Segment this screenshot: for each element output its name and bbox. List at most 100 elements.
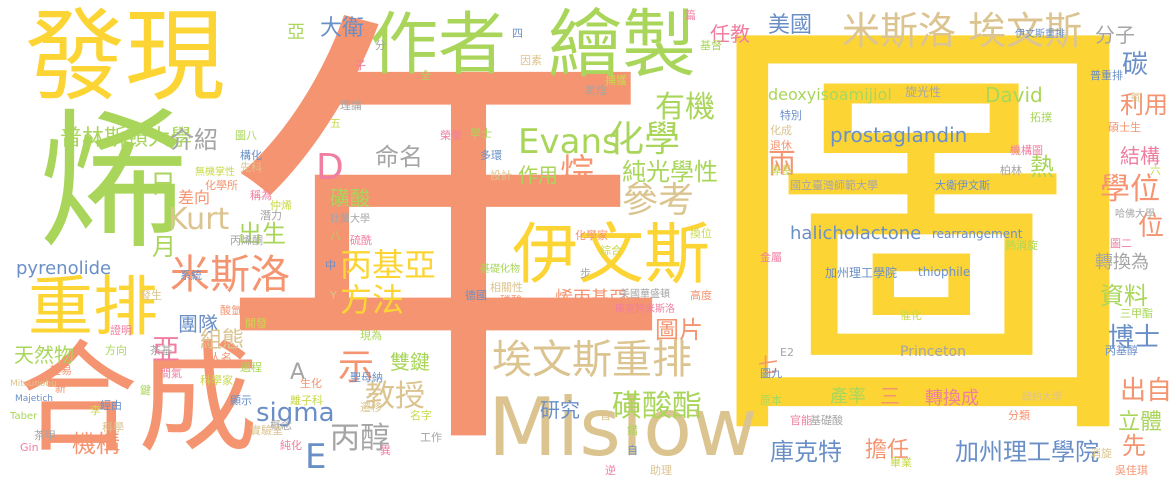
word-small: 圖九 [760,367,782,380]
word-small: 開發 [245,317,267,330]
word-zuo-zhe: 作者 [370,6,507,85]
word-small: 普重排 [1090,69,1123,82]
word-small: 基礎酸 [810,414,843,427]
word-pyrenolide: pyrenolide [16,258,112,279]
word-small: 氧陰 [585,84,607,97]
word-small: 吳佳琪 [1115,464,1148,477]
word-small: G [370,177,379,190]
word-A: A [290,360,306,385]
word-small: 金屬 [760,251,782,264]
word-small: 李 [90,404,101,417]
word-bing-ji-ya-fang-fa: 丙基亞 方法 [340,246,437,320]
word-small: 相關性 [490,281,523,294]
word-small: 系統 [180,269,202,282]
word-small: 概念 [270,419,292,432]
word-small: 四 [512,27,523,40]
word-ming-ming: 命名 [375,143,423,171]
word-small: 杜蘭大學 [330,214,370,225]
word-zi-liao: 資料 [1100,282,1148,310]
word-chong-pai: 重排 [28,270,159,345]
word-sigma: sigma [256,398,335,428]
word-small: 消旋 [1090,447,1112,460]
word-small: 茶甲 [34,429,56,442]
word-yue: 月 [152,233,176,261]
word-small: 換位 [690,227,712,240]
word-small: 氧 [1130,91,1141,104]
word-xuan-guang-xing: 旋光性 [905,85,942,99]
word-small: 庫克特米斯洛 [615,304,675,315]
word-small: 皆 [600,409,611,422]
word-small: 原本 [760,394,782,407]
word-small: 學士 [470,127,492,140]
word-small: 熱消旋 [1005,239,1038,252]
word-fen-zi: 分子 [1095,23,1135,47]
word-small: 方向 [105,344,127,357]
word-small: 逆 [605,464,616,477]
word-small: 人名 [210,351,232,364]
word-fa-xian: 發現 [25,0,225,115]
word-small: 步 [580,267,591,280]
word-small: 過程 [240,361,262,374]
word-zhuan-huan-wei: 轉換為 [1095,252,1149,273]
word-small: 基礎化物 [480,264,520,275]
word-jie-shao: 介紹 [170,126,218,154]
word-D: D [316,147,344,188]
word-small: 顯示 [230,394,252,407]
word-huang-suan: 磺酸 [330,186,370,210]
word-small: Gin [20,441,39,454]
word-ren-jiao: 任教 [710,22,750,46]
word-small: 仲烯 [270,199,292,212]
word-cha-xiang: 差向 [178,188,211,207]
word-hua-xue: 化學 [608,119,681,160]
word-tu-pian: 圖片 [655,316,703,344]
word-small: 三甲酯 [1120,307,1153,320]
word-small: 生化 [300,377,322,390]
word-shuang-jian: 雙鍵 [390,350,430,374]
word-small: 新 [55,382,66,395]
word-rearrangement: rearrangement [932,227,1023,241]
word-zu-tai: 組態 [200,328,245,353]
word-guo-li: 國立臺灣師範大學 [790,179,878,192]
word-dan-ren: 擔任 [865,438,910,463]
word-hui-zhi: 繪製 [548,2,696,88]
word-zuo-yong: 作用 [518,163,558,187]
word-small: 綜合 [600,244,622,257]
word-small: 助理 [650,464,672,477]
word-small: 名字 [410,409,432,422]
word-small: 分類 [1008,409,1030,422]
word-san: 三 [880,384,900,408]
word-huang-suan-zhi: 磺酸酯 [612,389,702,424]
word-small: 官能 [790,414,812,427]
word-small: 圖八 [235,129,257,142]
word-small: 八 [330,229,341,242]
word-wei: 位 [1138,212,1165,242]
word-jiao-shou: 教授 [365,379,425,414]
word-liang: 兩 [768,147,797,180]
word-small: 無機掌性 [195,167,235,178]
word-small: 化學所 [205,179,238,192]
word-small: 離子科 [290,394,323,407]
word-small: Taber [10,411,38,422]
word-chu-sheng: 出生 [238,220,286,248]
word-jia-zhou: 加州理工學院 [955,438,1099,466]
word-small: 六 [1150,164,1161,177]
word-small: 構化 [240,149,262,162]
word-small: 純化 [280,439,302,452]
word-small: 科學 [102,421,124,434]
word-you-ji: 有機 [655,90,715,125]
word-small: 設計 [490,169,512,182]
word-qi: 七 [758,353,778,377]
word-small: 間氣 [160,367,182,380]
word-thiophile: thiophile [918,265,971,279]
word-chu-zi: 出自 [1120,376,1173,406]
word-wan: 烷 [560,152,594,192]
word-small: E2 [780,346,794,359]
word-re: 熱 [1030,153,1054,181]
word-princeton: Princeton [900,344,966,360]
word-small: 退休 [770,139,792,152]
word-small: 異 [380,444,391,457]
word-mei-guo: 美國 [768,13,813,38]
word-small: 硫酰 [350,234,372,247]
word-small: 高度 [690,289,712,302]
